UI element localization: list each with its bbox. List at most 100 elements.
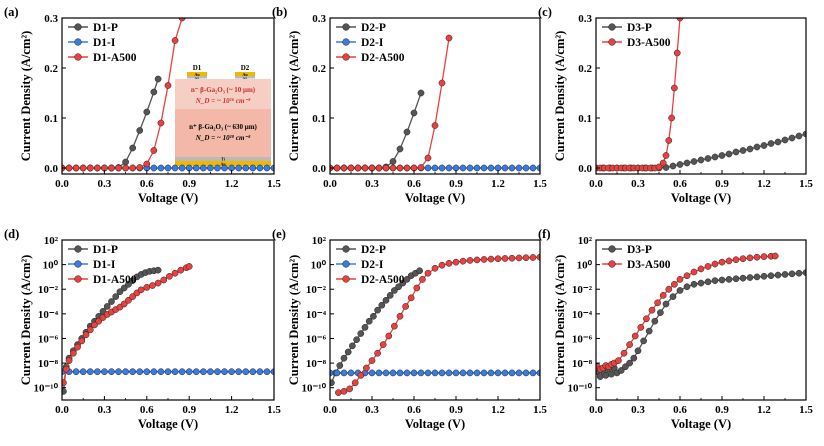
data-point bbox=[515, 164, 523, 172]
data-point bbox=[487, 164, 495, 172]
y-tick-label: 10⁻⁸ bbox=[306, 358, 327, 370]
x-tick-label: 1.2 bbox=[491, 404, 505, 416]
y-tick-label: 10⁻¹⁰ bbox=[33, 383, 58, 395]
n-plus-layer bbox=[175, 109, 271, 157]
data-point bbox=[171, 269, 179, 277]
data-point bbox=[659, 292, 667, 299]
data-point bbox=[178, 164, 186, 172]
data-point bbox=[361, 164, 369, 172]
x-tick-label: 0.3 bbox=[631, 178, 645, 190]
data-point bbox=[115, 164, 122, 172]
data-point bbox=[347, 164, 355, 172]
data-point bbox=[774, 138, 782, 146]
data-point bbox=[676, 287, 684, 294]
data-point bbox=[711, 277, 719, 284]
legend-marker bbox=[342, 23, 350, 31]
data-point bbox=[112, 293, 120, 300]
series-D3-A500 bbox=[596, 252, 779, 373]
data-point bbox=[668, 114, 675, 122]
series-D2-P bbox=[330, 267, 423, 387]
data-point bbox=[62, 379, 67, 387]
data-point bbox=[149, 282, 156, 289]
data-point bbox=[732, 275, 740, 283]
data-point bbox=[657, 309, 664, 316]
data-point bbox=[166, 272, 173, 280]
panel-a: D1D2AuNiAuNin⁻ β-Ga₂O₃ (~ 10 μm)N_D = ~ … bbox=[4, 5, 281, 205]
legend-item-D1-P: D1-P bbox=[68, 244, 118, 256]
legend-item-D3-P: D3-P bbox=[602, 244, 652, 256]
x-tick-label: 1.2 bbox=[225, 178, 239, 190]
data-point bbox=[732, 148, 740, 156]
data-point bbox=[249, 164, 257, 172]
data-point bbox=[116, 288, 124, 296]
series-D2-P bbox=[330, 89, 425, 172]
data-point bbox=[379, 341, 387, 348]
y-tick-label: 10⁻⁴ bbox=[38, 309, 59, 321]
data-point bbox=[361, 324, 369, 331]
data-point bbox=[424, 164, 432, 172]
data-point bbox=[662, 152, 670, 159]
legend-item-D1-P: D1-P bbox=[68, 22, 118, 34]
legend-marker bbox=[342, 275, 350, 283]
x-tick-label: 0.9 bbox=[182, 178, 196, 190]
data-point bbox=[795, 132, 803, 140]
x-tick-label: 0.0 bbox=[55, 178, 69, 190]
x-axis-title: Voltage (V) bbox=[405, 191, 465, 205]
data-point bbox=[739, 255, 747, 263]
data-point bbox=[242, 368, 250, 376]
data-point bbox=[143, 160, 151, 168]
data-point bbox=[445, 34, 453, 42]
data-point bbox=[65, 357, 73, 364]
legend-marker bbox=[342, 245, 350, 253]
data-point bbox=[330, 369, 334, 377]
data-point bbox=[256, 368, 264, 376]
data-point bbox=[659, 159, 667, 167]
data-point bbox=[354, 164, 362, 172]
data-point bbox=[459, 164, 467, 172]
data-point bbox=[396, 369, 404, 377]
data-point bbox=[487, 369, 495, 377]
data-point bbox=[256, 164, 264, 172]
data-point bbox=[602, 372, 610, 379]
series-D2-I bbox=[330, 369, 540, 377]
data-point bbox=[375, 164, 383, 172]
data-point bbox=[402, 303, 409, 310]
series-D1-P bbox=[62, 75, 162, 172]
data-point bbox=[143, 108, 151, 116]
data-point bbox=[617, 367, 625, 374]
data-point bbox=[340, 164, 348, 172]
data-point bbox=[65, 164, 73, 172]
y-tick-label: 10² bbox=[312, 235, 327, 247]
au-contact-d1 bbox=[187, 72, 207, 76]
data-point bbox=[93, 164, 101, 172]
y-tick-label: 10⁻² bbox=[572, 284, 593, 296]
data-point bbox=[431, 164, 439, 172]
data-point bbox=[207, 368, 214, 376]
data-point bbox=[79, 368, 87, 376]
inset-au-label: Au bbox=[220, 162, 226, 167]
data-point bbox=[645, 327, 653, 335]
data-point bbox=[192, 164, 200, 172]
y-axis-title: Current Density (A/cm²) bbox=[287, 31, 301, 162]
y-axis-title: Current Density (A/cm²) bbox=[553, 31, 567, 162]
data-point bbox=[615, 357, 622, 364]
data-point bbox=[522, 254, 530, 262]
y-tick-label: 10⁻¹⁰ bbox=[301, 383, 326, 395]
data-point bbox=[473, 164, 481, 172]
data-point bbox=[438, 79, 446, 87]
data-point bbox=[536, 164, 540, 172]
data-point bbox=[363, 364, 370, 372]
data-point bbox=[697, 279, 705, 287]
data-point bbox=[417, 89, 425, 97]
data-point bbox=[410, 109, 418, 117]
data-point bbox=[781, 271, 789, 278]
legend-item-D2-A500: D2-A500 bbox=[336, 274, 405, 286]
y-axis-title: Current Density (A/cm²) bbox=[553, 255, 567, 386]
series-D3-A500 bbox=[596, 18, 684, 172]
data-point bbox=[732, 256, 740, 264]
legend-item-D3-A500: D3-A500 bbox=[602, 259, 671, 271]
data-point bbox=[417, 369, 425, 377]
au-back-contact bbox=[175, 161, 271, 166]
legend-label: D3-P bbox=[627, 22, 652, 34]
data-point bbox=[760, 142, 768, 149]
